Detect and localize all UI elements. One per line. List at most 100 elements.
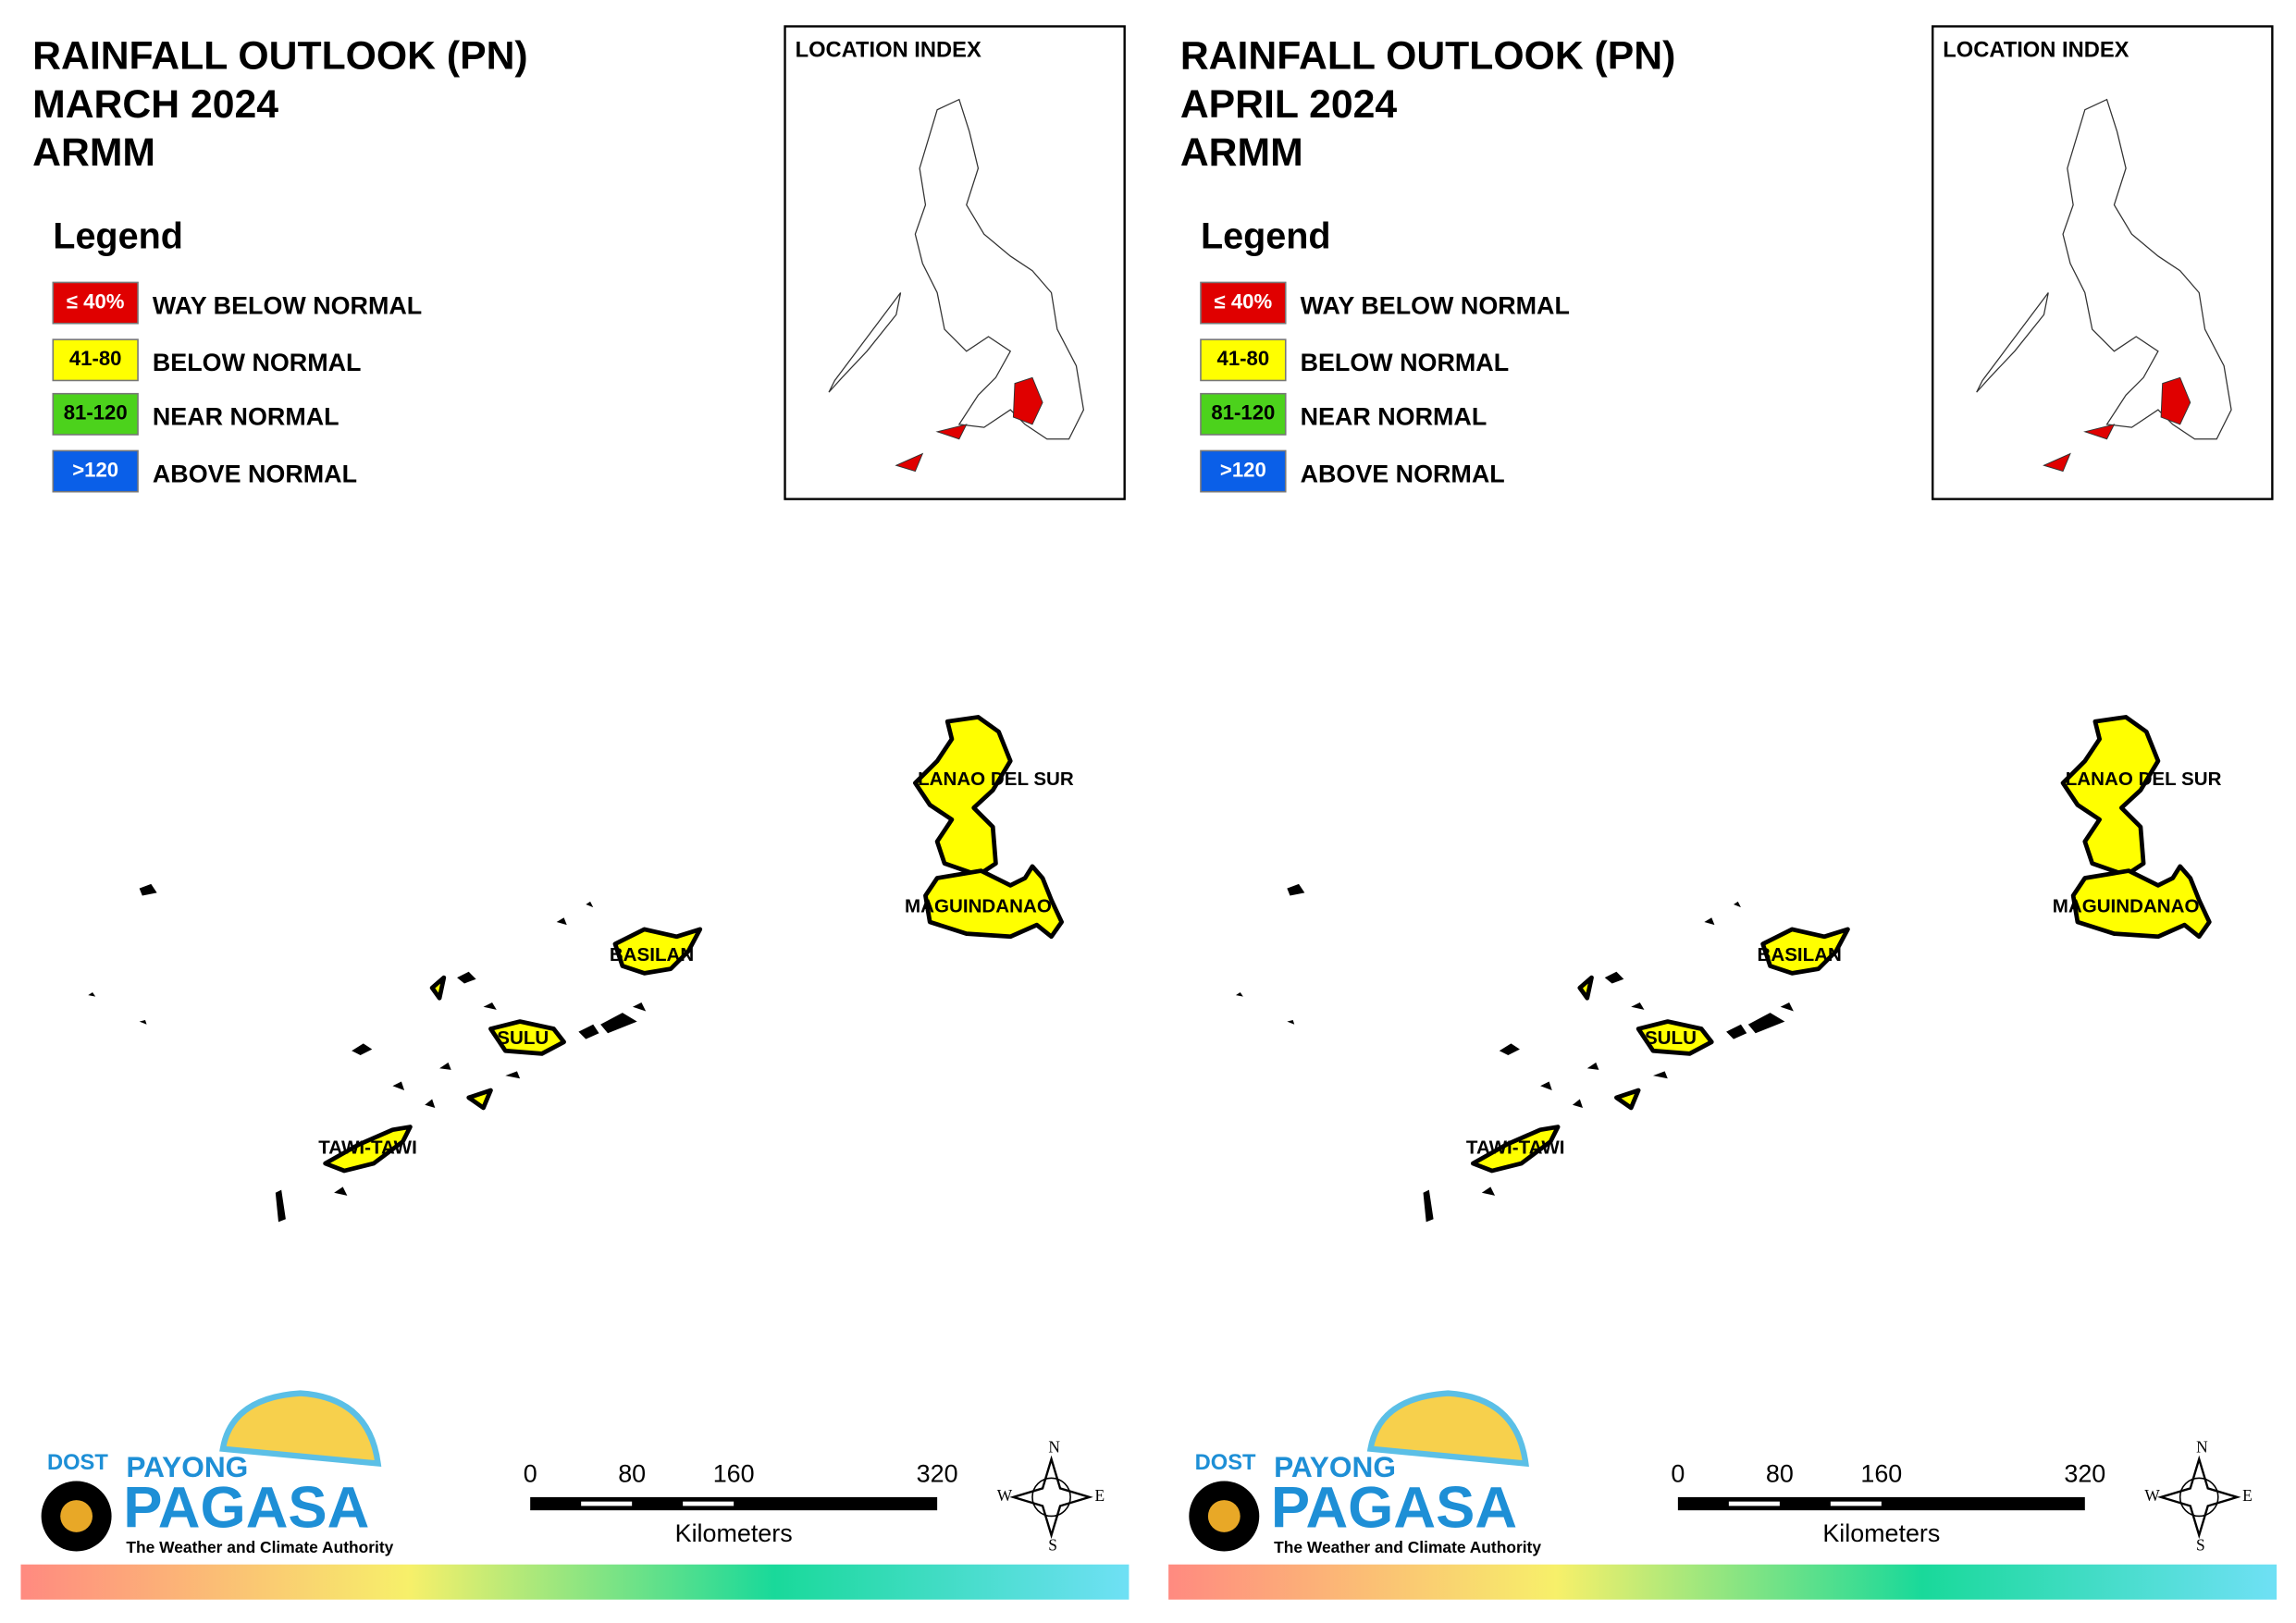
legend-swatch: [52, 392, 139, 436]
legend-swatch: [52, 281, 139, 325]
logo-brand: PAGASA: [123, 1475, 369, 1540]
legend-label: WAY BELOW NORMAL: [1301, 291, 1570, 319]
place-label: BASILAN: [610, 944, 694, 965]
legend-swatch: [52, 338, 139, 382]
logo-agency: DOST: [1195, 1451, 1256, 1475]
compass-letter: N: [1048, 1438, 1060, 1457]
islands: [1235, 883, 1794, 1223]
place-label: TAWI-TAWI: [318, 1137, 417, 1159]
province-sulu: [1577, 975, 1714, 1111]
logo-tagline: The Weather and Climate Authority: [1274, 1538, 1541, 1556]
province-sulu: [429, 975, 566, 1111]
legend-label: WAY BELOW NORMAL: [153, 291, 422, 319]
legend-swatch: [1200, 449, 1287, 493]
mini-armm: [2043, 376, 2191, 473]
legend-swatch: [52, 449, 139, 493]
location-index-title: LOCATION INDEX: [796, 39, 981, 63]
compass-ring: [1031, 1477, 1071, 1518]
scale-label: 80: [618, 1459, 646, 1487]
place-label: MAGUINDANAO: [905, 896, 1052, 917]
compass-rose: [1009, 1455, 1093, 1540]
title-line: APRIL 2024: [1180, 82, 1398, 127]
scale-seg: [1830, 1501, 1882, 1506]
scale-label: 160: [713, 1459, 755, 1487]
province-tawi-tawi: [1470, 1125, 1561, 1174]
logo-umbrella: [1366, 1390, 1529, 1468]
color-band: [20, 1564, 1129, 1600]
swatch-text: >120: [72, 458, 118, 481]
swatch-text: >120: [1220, 458, 1266, 481]
place-label: SULU: [1645, 1027, 1697, 1049]
compass-letter: N: [2196, 1438, 2208, 1457]
compass-letter: S: [1048, 1536, 1057, 1555]
province-tawi-tawi: [323, 1125, 413, 1174]
compass-letter: W: [997, 1486, 1013, 1505]
legend-label: NEAR NORMAL: [1301, 403, 1487, 431]
scale-label: 320: [917, 1459, 958, 1487]
legend-title: Legend: [53, 215, 183, 256]
legend-label: BELOW NORMAL: [1301, 349, 1510, 376]
scale-label: 0: [524, 1459, 537, 1487]
color-band: [1168, 1564, 2277, 1600]
place-label: TAWI-TAWI: [1466, 1137, 1565, 1159]
legend-label: ABOVE NORMAL: [1301, 460, 1505, 487]
scale-seg: [581, 1501, 633, 1506]
province-basilan: [1760, 927, 1850, 976]
logo-brand: PAYONG: [1274, 1450, 1396, 1483]
logo-brand: PAGASA: [1271, 1475, 1517, 1540]
logo-agency: DOST: [47, 1451, 108, 1475]
scale-seg: [683, 1501, 734, 1506]
legend-label: BELOW NORMAL: [153, 349, 362, 376]
compass-letter: E: [2242, 1486, 2253, 1505]
logo-brand: PAYONG: [126, 1450, 248, 1483]
place-label: LANAO DEL SUR: [2066, 768, 2222, 790]
logo-tagline: The Weather and Climate Authority: [126, 1538, 393, 1556]
title-line: RAINFALL OUTLOOK (PN): [32, 34, 528, 79]
title-line: ARMM: [1180, 130, 1303, 175]
province-maguindanao: [2070, 864, 2212, 940]
province-lanao: [2060, 715, 2161, 878]
province-basilan: [612, 927, 703, 976]
place-label: LANAO DEL SUR: [918, 768, 1074, 790]
scale-label: 320: [2064, 1459, 2105, 1487]
scale-seg: [1728, 1501, 1780, 1506]
scale-label: 0: [1671, 1459, 1685, 1487]
swatch-text: ≤ 40%: [67, 289, 125, 313]
title-line: RAINFALL OUTLOOK (PN): [1180, 34, 1676, 79]
mini-armm: [895, 376, 1043, 473]
legend-swatch: [1200, 281, 1287, 325]
location-index-title: LOCATION INDEX: [1943, 39, 2129, 63]
scale-label: 80: [1766, 1459, 1794, 1487]
scale-unit: Kilometers: [1822, 1519, 1940, 1547]
logo-umbrella: [219, 1390, 382, 1468]
compass-ring: [2179, 1477, 2219, 1518]
compass-letter: E: [1094, 1486, 1105, 1505]
swatch-text: 41-80: [69, 347, 122, 370]
swatch-text: ≤ 40%: [1215, 289, 1273, 313]
logo-seal-inner: [60, 1500, 93, 1532]
islands: [88, 883, 647, 1223]
swatch-text: 41-80: [1217, 347, 1270, 370]
scale-label: 160: [1860, 1459, 1902, 1487]
compass-rose: [2156, 1455, 2241, 1540]
place-label: MAGUINDANAO: [2053, 896, 2200, 917]
province-maguindanao: [923, 864, 1065, 940]
scale-unit: Kilometers: [675, 1519, 793, 1547]
province-lanao: [913, 715, 1013, 878]
place-label: BASILAN: [1758, 944, 1842, 965]
swatch-text: 81-120: [1211, 401, 1275, 424]
scale-bar: [1677, 1496, 2085, 1511]
place-label: SULU: [497, 1027, 549, 1049]
legend-title: Legend: [1201, 215, 1331, 256]
legend-swatch: [1200, 392, 1287, 436]
legend-label: ABOVE NORMAL: [153, 460, 357, 487]
title-line: ARMM: [32, 130, 155, 175]
legend-swatch: [1200, 338, 1287, 382]
title-line: MARCH 2024: [32, 82, 278, 127]
swatch-text: 81-120: [64, 401, 128, 424]
compass-letter: W: [2144, 1486, 2160, 1505]
logo-seal-inner: [1207, 1500, 1241, 1532]
